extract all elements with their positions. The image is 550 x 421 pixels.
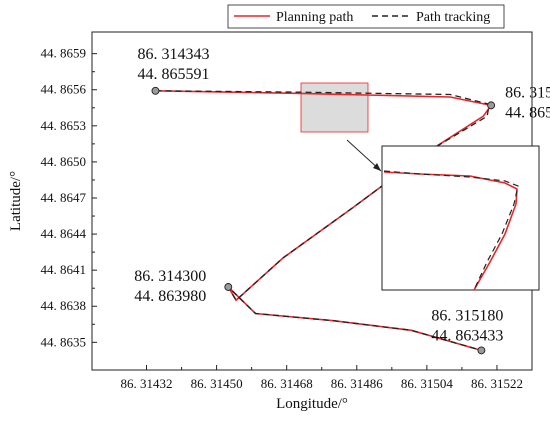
legend: Planning path Path tracking [227,4,505,29]
y-axis-title: Latitude/° [8,171,24,231]
y-tick-label: 44. 8647 [41,190,87,205]
point-lat-label: 44. 863433 [431,327,503,344]
series-line-path-tracking [155,90,490,352]
y-tick-label: 44. 8641 [41,262,87,277]
inset-arrowhead [373,163,381,171]
inset-box [381,145,540,291]
path-point-marker [224,283,233,291]
y-tick-label: 44. 8644 [41,226,87,241]
point-lon-label: 86. 314343 [137,46,209,63]
x-axis: 86. 31432 86. 31450 86. 31468 86. 31486 86. … [121,365,523,391]
point-lat-label: 44. 865120 [505,104,550,121]
inset-layer [383,170,519,291]
legend-box [227,4,505,29]
y-tick-label: 44. 8659 [41,46,87,61]
y-tick-label: 44. 8638 [41,298,87,313]
zoom-region [300,82,369,133]
legend-label-planning: Planning path [276,10,353,25]
point-lat-label: 44. 863980 [134,288,206,305]
x-tick-label: 86. 31486 [331,376,384,391]
point-lon-label: 86. 315205 [505,84,550,101]
inset-line-path-tracking [383,170,519,291]
point-lon-label: 86. 315180 [431,307,503,324]
x-tick-label: 86. 31450 [191,376,243,391]
series-layer [155,90,493,352]
path-point-marker [477,346,486,355]
x-tick-label: 86. 31432 [121,376,173,391]
point-lat-label: 44. 865591 [137,66,209,83]
y-tick-label: 44. 8653 [41,118,87,133]
x-tick-label: 86. 31522 [471,376,523,391]
legend-label-tracking: Path tracking [416,10,490,25]
y-axis: 44. 8635 44. 8638 44. 8641 44. 8644 44. 8647… [41,46,97,349]
y-tick-label: 44. 8635 [41,334,87,349]
marker-layer: 86. 314343 44. 865591 86. 315205 44. 865120… [134,46,550,355]
x-axis-title: Longitude/° [276,396,348,412]
point-lon-label: 86. 314300 [134,268,206,285]
path-point-marker [487,101,496,110]
x-tick-label: 86. 31468 [261,376,313,391]
x-tick-label: 86. 31504 [401,376,454,391]
y-tick-label: 44. 8656 [41,82,87,97]
path-point-marker [151,86,160,95]
y-tick-label: 44. 8650 [41,154,87,169]
